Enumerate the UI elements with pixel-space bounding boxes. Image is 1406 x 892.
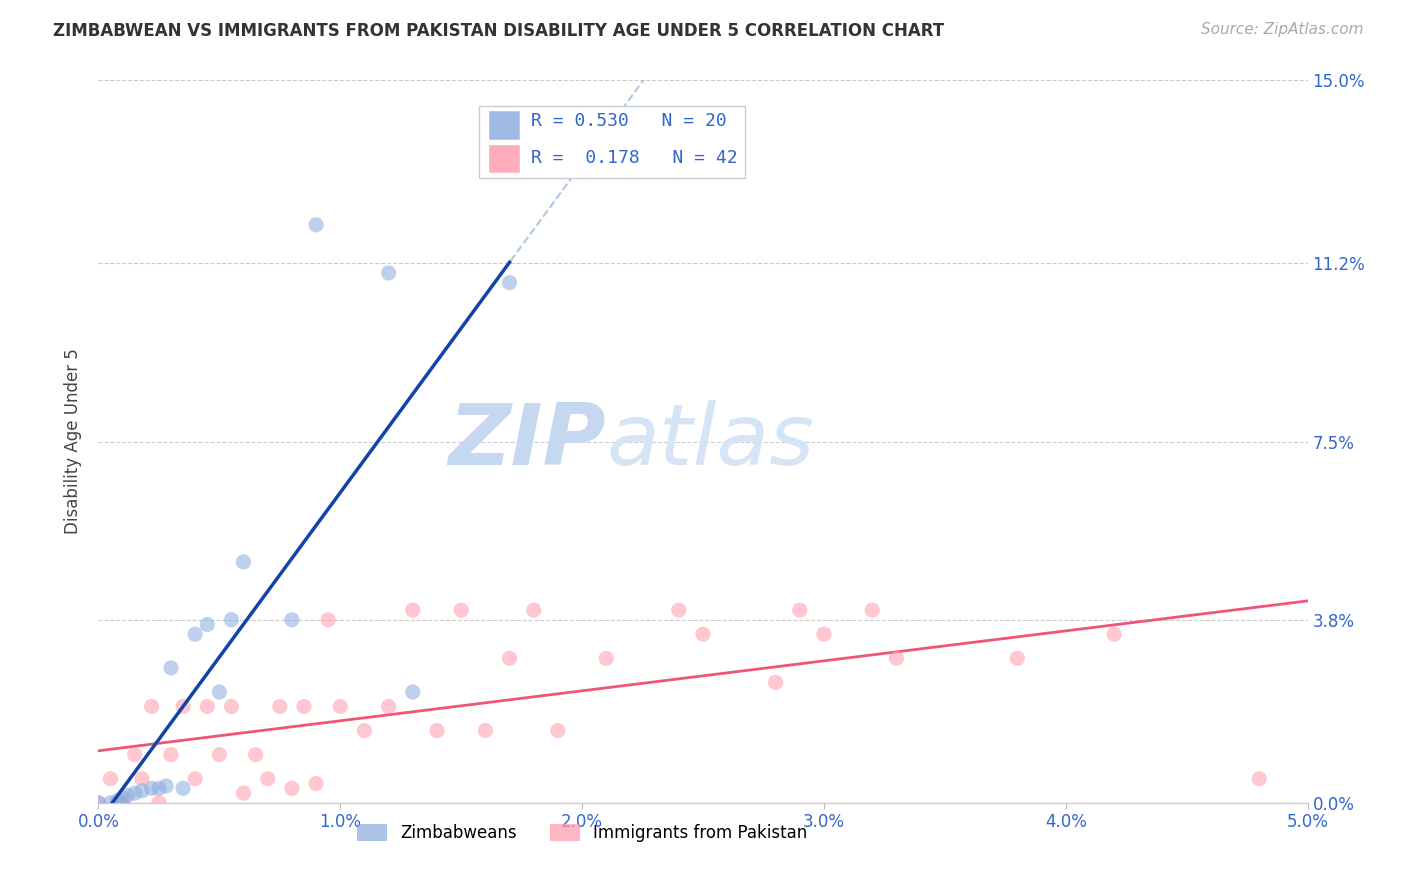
Point bbox=[172, 781, 194, 796]
Point bbox=[117, 789, 139, 803]
Point bbox=[1007, 651, 1029, 665]
Point bbox=[256, 772, 278, 786]
Point bbox=[208, 747, 231, 762]
Point bbox=[523, 603, 546, 617]
Point bbox=[141, 781, 163, 796]
Point bbox=[305, 776, 328, 790]
Point bbox=[860, 603, 883, 617]
Legend: Zimbabweans, Immigrants from Pakistan: Zimbabweans, Immigrants from Pakistan bbox=[350, 817, 814, 848]
Point bbox=[813, 627, 835, 641]
Point bbox=[232, 555, 254, 569]
Point bbox=[131, 784, 153, 798]
Point bbox=[305, 218, 328, 232]
Point bbox=[450, 603, 472, 617]
Point bbox=[498, 651, 520, 665]
Point bbox=[329, 699, 352, 714]
Point bbox=[141, 699, 163, 714]
Point bbox=[269, 699, 291, 714]
Point bbox=[148, 781, 170, 796]
Point bbox=[107, 793, 129, 807]
Point bbox=[124, 786, 146, 800]
Point bbox=[281, 613, 304, 627]
Point bbox=[111, 791, 134, 805]
Point bbox=[232, 786, 254, 800]
Point bbox=[765, 675, 787, 690]
Point bbox=[124, 747, 146, 762]
Point bbox=[245, 747, 267, 762]
Point bbox=[172, 699, 194, 714]
Point bbox=[155, 779, 177, 793]
Point bbox=[377, 699, 399, 714]
Point bbox=[100, 772, 122, 786]
Point bbox=[668, 603, 690, 617]
Point bbox=[184, 627, 207, 641]
Y-axis label: Disability Age Under 5: Disability Age Under 5 bbox=[65, 349, 83, 534]
Point bbox=[160, 747, 183, 762]
Point bbox=[87, 796, 110, 810]
Text: Source: ZipAtlas.com: Source: ZipAtlas.com bbox=[1201, 22, 1364, 37]
FancyBboxPatch shape bbox=[479, 105, 745, 178]
Point bbox=[160, 661, 183, 675]
Text: ZIMBABWEAN VS IMMIGRANTS FROM PAKISTAN DISABILITY AGE UNDER 5 CORRELATION CHART: ZIMBABWEAN VS IMMIGRANTS FROM PAKISTAN D… bbox=[53, 22, 945, 40]
Point bbox=[148, 796, 170, 810]
Text: atlas: atlas bbox=[606, 400, 814, 483]
Point bbox=[1102, 627, 1125, 641]
Point bbox=[498, 276, 520, 290]
Point bbox=[353, 723, 375, 738]
Point bbox=[402, 685, 425, 699]
Point bbox=[184, 772, 207, 786]
Point bbox=[208, 685, 231, 699]
Point bbox=[789, 603, 811, 617]
Point bbox=[474, 723, 496, 738]
Point bbox=[692, 627, 714, 641]
Point bbox=[131, 772, 153, 786]
Point bbox=[316, 613, 339, 627]
Point bbox=[426, 723, 449, 738]
Point bbox=[281, 781, 304, 796]
Point bbox=[221, 613, 243, 627]
Point bbox=[595, 651, 617, 665]
FancyBboxPatch shape bbox=[489, 112, 519, 139]
Point bbox=[195, 617, 218, 632]
Point bbox=[195, 699, 218, 714]
Point bbox=[221, 699, 243, 714]
Point bbox=[1249, 772, 1271, 786]
Point bbox=[292, 699, 315, 714]
Point bbox=[402, 603, 425, 617]
Text: R =  0.178   N = 42: R = 0.178 N = 42 bbox=[531, 149, 738, 168]
Point bbox=[547, 723, 569, 738]
Text: R = 0.530   N = 20: R = 0.530 N = 20 bbox=[531, 112, 727, 130]
Point bbox=[886, 651, 908, 665]
Point bbox=[87, 796, 110, 810]
FancyBboxPatch shape bbox=[489, 145, 519, 172]
Text: ZIP: ZIP bbox=[449, 400, 606, 483]
Point bbox=[100, 796, 122, 810]
Point bbox=[377, 266, 399, 280]
Point bbox=[111, 796, 134, 810]
